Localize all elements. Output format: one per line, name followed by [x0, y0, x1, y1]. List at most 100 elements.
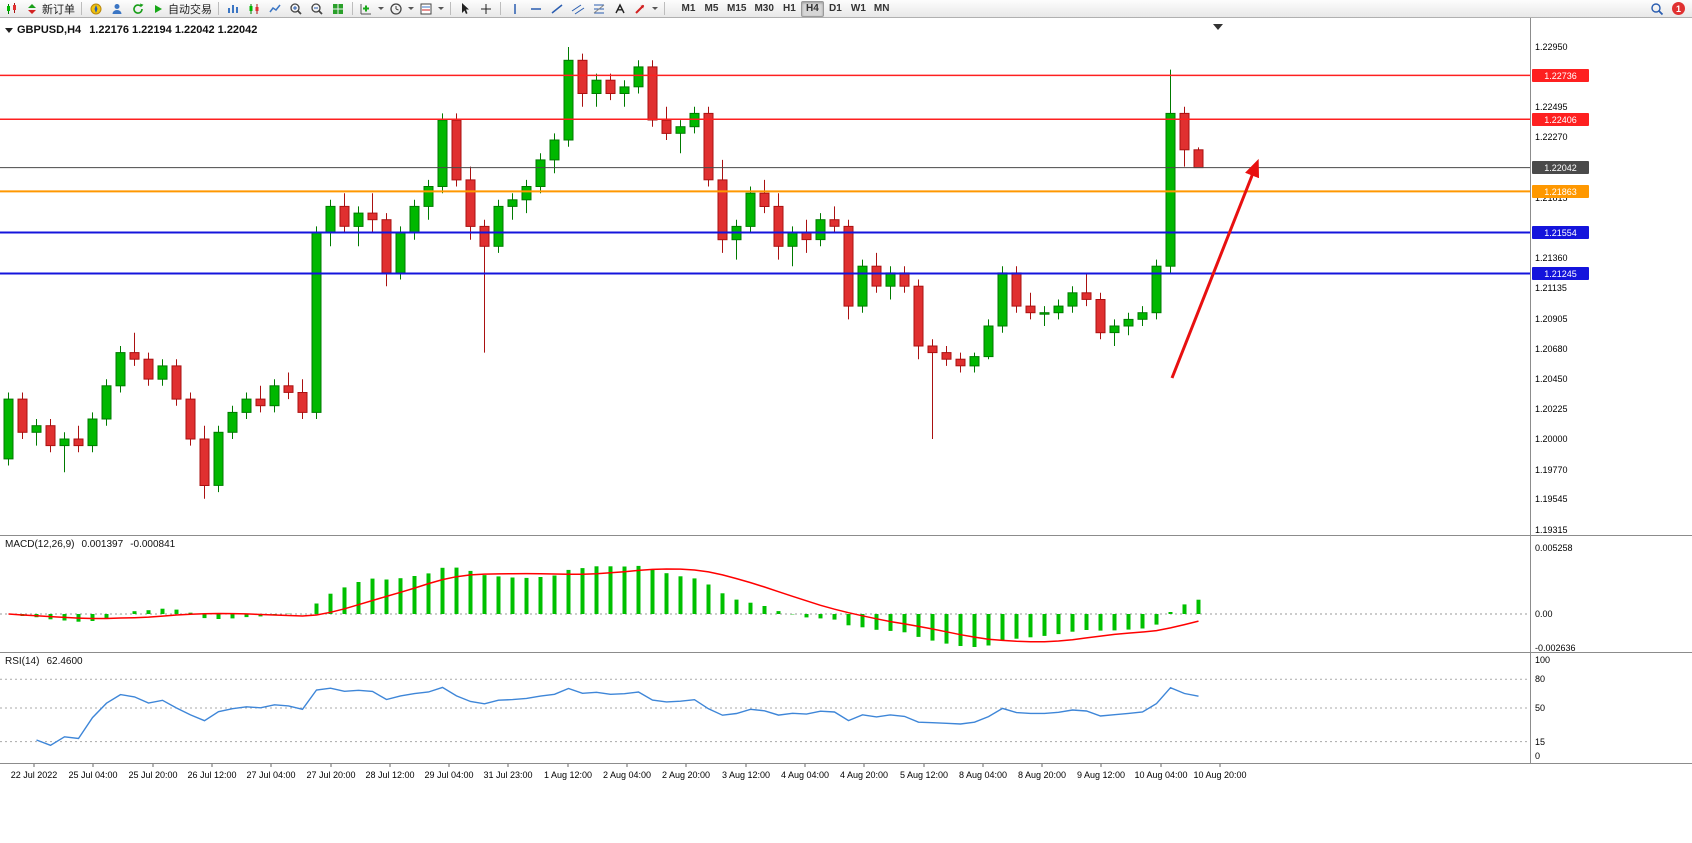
timeframe-h1-button[interactable]: H1	[783, 3, 796, 14]
templates-button[interactable]	[417, 1, 446, 17]
zoom-in-button[interactable]	[286, 1, 306, 17]
chart-window-button[interactable]	[2, 1, 22, 17]
time-axis-label: 29 Jul 04:00	[424, 770, 474, 780]
time-axis-label: 25 Jul 20:00	[128, 770, 178, 780]
pane-separator-rsi[interactable]	[0, 652, 1692, 653]
indicators-icon	[360, 3, 371, 14]
bar-chart-button[interactable]	[223, 1, 243, 17]
time-axis[interactable]: 22 Jul 2022 25 Jul 04:00 25 Jul 20:00 26 Ju…	[0, 765, 1692, 785]
candle-body	[283, 385, 294, 393]
candle-body	[801, 232, 812, 241]
candle-body	[395, 232, 406, 274]
time-axis-label: 10 Aug 20:00	[1193, 770, 1247, 780]
arrow-tools-button[interactable]	[631, 1, 660, 17]
candlestick-series	[3, 47, 1204, 499]
profiles-button[interactable]	[107, 1, 127, 17]
candle-body	[829, 219, 840, 227]
chart-shift-marker[interactable]	[1213, 24, 1223, 30]
new-order-button[interactable]: 新订单	[23, 1, 77, 17]
candle-body	[241, 398, 252, 413]
timeframe-h4-button[interactable]: H4	[800, 0, 824, 17]
toolbar-separator	[664, 2, 665, 15]
timeframe-w1-button[interactable]: W1	[850, 3, 866, 14]
tile-windows-button[interactable]	[328, 1, 348, 17]
rsi-value: 62.4600	[46, 656, 83, 667]
timeframe-d1-button[interactable]: D1	[829, 3, 842, 14]
periods-clock-icon	[390, 2, 402, 15]
candle-body	[857, 265, 868, 307]
timeframe-m30-button[interactable]: M30	[754, 3, 774, 14]
candle-body	[759, 192, 770, 207]
candle-body	[1193, 149, 1204, 169]
vertical-line-button[interactable]	[505, 1, 525, 17]
indicators-button[interactable]	[357, 1, 386, 17]
support-line-2-price-badge: 1.21245	[1532, 267, 1589, 280]
candle-body	[605, 79, 616, 95]
time-axis-label: 5 Aug 12:00	[899, 770, 949, 780]
time-axis-border	[0, 763, 1692, 764]
periods-button[interactable]	[387, 1, 416, 17]
price-axis[interactable]: 1.22950 1.22495 1.22270 1.21815 1.21360 1.211…	[1531, 18, 1692, 783]
candle-body	[479, 225, 490, 247]
bar-chart-icon	[228, 4, 238, 13]
mql-wizard-icon	[90, 3, 102, 14]
candle-body	[661, 119, 672, 134]
price-tick-label: 1.22495	[1535, 102, 1568, 112]
candlestick-chart-button[interactable]	[244, 1, 264, 17]
timeframe-m15-button[interactable]: M15	[727, 3, 747, 14]
timeframe-m5-button[interactable]: M5	[704, 3, 719, 14]
candle-body	[675, 126, 686, 134]
candle-body	[213, 431, 224, 486]
cursor-button[interactable]	[455, 1, 475, 17]
macd-signal-line	[8, 568, 1199, 643]
current-price-line-price-badge: 1.22042	[1532, 161, 1589, 174]
fibonacci-button[interactable]	[589, 1, 609, 17]
candle-body	[353, 212, 364, 227]
candle-body	[115, 352, 126, 387]
candle-body	[1179, 112, 1190, 151]
time-axis-label: 22 Jul 2022	[10, 770, 58, 780]
rsi-line	[36, 686, 1199, 747]
horizontal-line-button[interactable]	[526, 1, 546, 17]
channel-button[interactable]	[568, 1, 588, 17]
line-chart-button[interactable]	[265, 1, 285, 17]
rsi-axis-label: 80	[1535, 674, 1546, 684]
candle-body	[591, 79, 602, 95]
time-axis-label: 1 Aug 12:00	[543, 770, 593, 780]
candle-body	[507, 199, 518, 207]
refresh-button[interactable]	[128, 1, 148, 17]
candle-body	[409, 205, 420, 234]
candle-body	[843, 225, 854, 307]
candle-body	[17, 398, 28, 433]
notification-badge[interactable]: 1	[1672, 2, 1685, 15]
candle-body	[871, 265, 882, 287]
rsi-axis-label: 50	[1535, 703, 1546, 713]
auto-trading-button[interactable]: 自动交易	[149, 1, 214, 17]
search-button[interactable]	[1647, 1, 1667, 17]
zoom-out-button[interactable]	[307, 1, 327, 17]
chart-canvas[interactable]	[0, 18, 1530, 778]
pane-separator-macd[interactable]	[0, 535, 1692, 536]
candle-body	[633, 66, 644, 88]
time-axis-label: 3 Aug 12:00	[721, 770, 771, 780]
candle-body	[255, 398, 266, 407]
candle-body	[563, 59, 574, 141]
timeframe-mn-button[interactable]: MN	[873, 3, 890, 14]
crosshair-button[interactable]	[476, 1, 496, 17]
collapse-panel-icon[interactable]	[5, 28, 13, 33]
trend-arrow[interactable]	[1170, 158, 1260, 379]
candle-body	[1025, 305, 1036, 314]
candle-body	[171, 365, 182, 400]
profiles-icon	[112, 3, 122, 14]
candle-body	[885, 272, 896, 287]
candle-body	[367, 212, 378, 221]
price-tick-label: 1.20000	[1535, 434, 1568, 444]
mql-wizard-button[interactable]	[86, 1, 106, 17]
candle-body	[437, 119, 448, 187]
toolbar-separator	[81, 2, 82, 15]
trendline-button[interactable]	[547, 1, 567, 17]
chart-window-icon	[7, 2, 16, 14]
text-tool-button[interactable]	[610, 1, 630, 17]
timeframe-m1-button[interactable]: M1	[681, 3, 696, 14]
